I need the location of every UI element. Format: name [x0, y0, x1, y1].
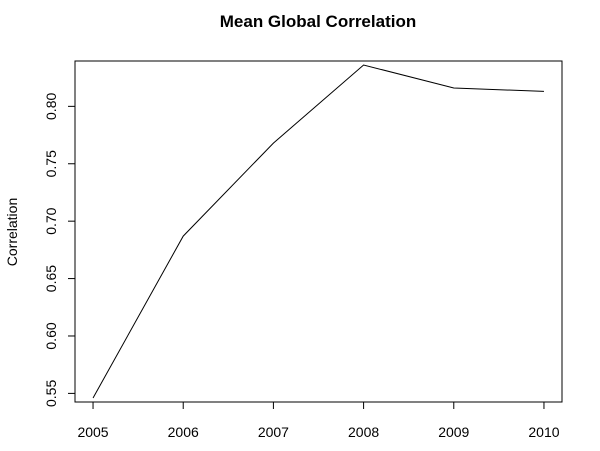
x-tick-label: 2008	[348, 424, 379, 440]
series-line	[92, 64, 544, 399]
y-tick-label: 0.55	[43, 380, 59, 407]
plot-area-frame	[74, 60, 563, 403]
y-tick-label: 0.75	[43, 150, 59, 177]
y-tick-label: 0.70	[43, 207, 59, 234]
x-axis: 2005 2006 2007 2008 2009 2010	[77, 401, 560, 440]
y-tick-label: 0.80	[43, 93, 59, 120]
chart-title: Mean Global Correlation	[220, 12, 416, 31]
y-axis-label: Correlation	[4, 198, 20, 266]
x-tick-label: 2006	[168, 424, 199, 440]
y-tick-label: 0.65	[43, 265, 59, 292]
x-tick-label: 2007	[258, 424, 289, 440]
y-axis: 0.55 0.60 0.65 0.70 0.75 0.80	[43, 93, 76, 407]
series-layer	[92, 64, 544, 399]
y-tick-label: 0.60	[43, 322, 59, 349]
x-tick-label: 2005	[77, 424, 108, 440]
x-tick-label: 2010	[528, 424, 559, 440]
x-tick-label: 2009	[438, 424, 469, 440]
